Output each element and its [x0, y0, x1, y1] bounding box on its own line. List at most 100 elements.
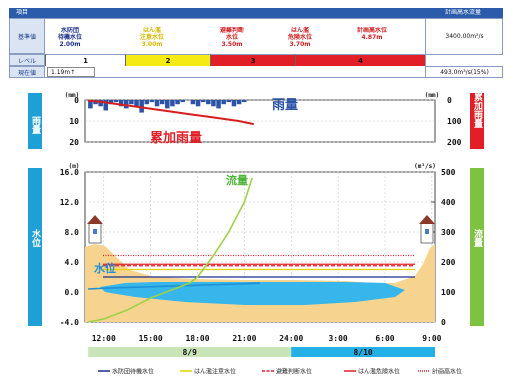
rain-tick-label: 10: [69, 117, 79, 126]
rain-bar: [139, 100, 144, 113]
flow-side-label: 流量: [472, 228, 483, 248]
standard-level-value: 2.00m: [59, 41, 81, 48]
flow-tick-label: 100: [441, 288, 456, 297]
rain-annotation: 雨量: [272, 98, 298, 113]
rain-bar: [88, 100, 93, 109]
standard-level-name: 計画高水位: [356, 27, 387, 34]
rain-bar: [134, 100, 139, 107]
house-roof: [87, 215, 103, 224]
header-right-label: 計画高水流量: [444, 9, 481, 16]
standard-level-name: 水防団 待機水位: [57, 27, 82, 41]
level-unit: (m): [69, 163, 80, 170]
current-level-box: 1.19m↑: [47, 67, 95, 77]
flow-tick-label: 400: [441, 198, 456, 207]
house-left-icon: [87, 215, 103, 244]
rain-bar: [170, 100, 175, 107]
rain-unit: (mm): [65, 92, 79, 99]
cum-rain-tick-label: 100: [447, 117, 462, 126]
level-tick-label: 16.0: [60, 168, 79, 177]
design-flow-cell: 3400.00m³/s: [425, 18, 503, 54]
time-tick-label: 15:00: [139, 334, 163, 343]
date-band-2: [291, 347, 435, 357]
house-roof: [419, 215, 435, 224]
standard-level-value: 4.87m: [361, 34, 383, 41]
time-tick-label: 9:00: [422, 334, 441, 343]
flow-tick-label: 500: [441, 168, 456, 177]
rain-side-bar: [28, 93, 42, 149]
level-cell-4: 4: [295, 54, 425, 66]
level-tick-label: 8.0: [65, 228, 80, 237]
level-tick-label: -4.0: [60, 318, 79, 327]
rain-plot-frame: [84, 99, 436, 143]
rain-bar: [154, 100, 160, 107]
current-flow-cell: 493.0m³/s(15%): [425, 66, 503, 78]
cumulative-rain-line: [88, 99, 254, 126]
rain-bar: [118, 100, 124, 107]
design-flow-value: 3400.00m³/s: [445, 32, 484, 40]
level-cell-2: 2: [125, 54, 210, 66]
standard-level-4: はん濫 危険水位 3.70m: [270, 27, 330, 51]
rain-bar: [144, 100, 150, 105]
house-window: [93, 229, 97, 234]
rain-tick-label: 0: [74, 96, 79, 105]
rain-tick-label: 20: [69, 138, 79, 147]
house-right-icon: [419, 215, 435, 244]
rain-bar: [93, 100, 98, 105]
cum-rain-tick-label: 0: [447, 96, 452, 105]
rain-bar: [206, 100, 211, 105]
flow-tick-label: 300: [441, 228, 456, 237]
legend-label: はん濫注意水位: [194, 368, 236, 376]
level-cell-3: 3: [210, 54, 295, 66]
flow-tick-label: 200: [441, 258, 456, 267]
legend-label: 避難判断水位: [276, 368, 312, 376]
time-tick-label: 12:00: [92, 334, 116, 343]
standard-level-1: 水防団 待機水位 2.00m: [40, 27, 100, 51]
rain-bar: [108, 100, 114, 105]
rain-bar: [129, 100, 134, 105]
rain-bar: [236, 100, 242, 105]
row-label-standard: 基準値: [9, 18, 45, 54]
time-tick-label: 24:00: [279, 334, 303, 343]
standard-level-value: 3.70m: [289, 41, 311, 48]
standard-level-5: 計画高水位 4.87m: [342, 27, 402, 51]
date-band-1-label: 8/9: [182, 348, 197, 357]
house-wall: [88, 222, 102, 244]
rain-bar: [159, 100, 165, 105]
flow-unit: (m³/s): [414, 163, 436, 170]
legend-label: はん濫危険水位: [358, 368, 400, 376]
level-strip-right: [425, 54, 503, 66]
time-tick-label: 18:00: [185, 334, 209, 343]
time-tick-label: 21:00: [232, 334, 256, 343]
rain-bar: [175, 100, 180, 105]
house-wall: [420, 222, 434, 244]
level-side-bar: [28, 168, 42, 326]
cum-rain-annotation: 累加雨量: [150, 130, 202, 146]
standard-level-value: 3.50m: [221, 41, 243, 48]
current-flow-value: 493.0m³/s(15%): [440, 69, 489, 76]
rain-bar: [190, 100, 196, 105]
flow-side-bar: [470, 168, 484, 326]
level-cell-1: 1: [45, 54, 125, 66]
standard-level-name: はん濫 危険水位: [287, 27, 312, 41]
cum-rain-unit: (mm): [425, 92, 439, 99]
riverbank-section: [85, 244, 435, 322]
level-tick-label: 4.0: [65, 258, 80, 267]
rain-bar: [149, 100, 155, 103]
legend-label: 水防団待機水位: [112, 368, 154, 376]
rain-bar: [216, 100, 221, 109]
rain-bar: [165, 100, 170, 109]
level-annotation: 水位: [94, 261, 116, 275]
rain-bar: [231, 100, 237, 107]
row-label-level: レベル: [9, 54, 45, 66]
cum-rain-side-label: 累加雨量: [472, 91, 484, 129]
house-window: [425, 229, 429, 234]
flow-annotation: 流量: [226, 173, 248, 187]
rain-bar: [113, 100, 119, 103]
time-tick-label: 6:00: [375, 334, 394, 343]
current-level-value: 1.19m↑: [51, 68, 76, 76]
standard-level-2: はん濫 注意水位 3.00m: [122, 27, 182, 51]
standard-level-name: 避難判断 水位: [219, 27, 244, 41]
rain-bar: [98, 100, 103, 107]
river-water: [100, 282, 405, 305]
